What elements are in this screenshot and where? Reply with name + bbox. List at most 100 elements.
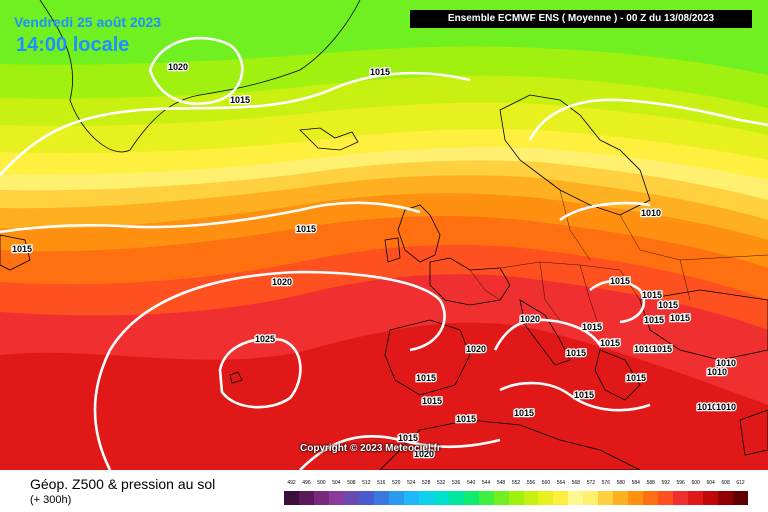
scale-swatch [284,491,299,505]
scale-swatch [553,491,569,505]
legend-footer: Géop. Z500 & pression au sol (+ 300h) 49… [0,470,768,512]
forecast-date: Vendredi 25 août 2023 [14,14,162,30]
scale-tick-label: 508 [347,480,356,486]
isobar-label: 1020 [520,314,540,324]
scale-tick-label: 532 [437,480,446,486]
forecast-map: 1020 1015 1015 1015 1015 1020 1025 1020 1020 1015… [0,0,768,470]
scale-swatch [388,491,404,505]
scale-tick-label: 528 [422,480,431,486]
legend-title: Géop. Z500 & pression au sol [30,476,216,492]
scale-tick-label: 500 [317,480,326,486]
scale-swatch [373,491,389,505]
isobar-label: 1015 [566,348,586,358]
model-header: Ensemble ECMWF ENS ( Moyenne ) - 00 Z du… [410,10,752,28]
scale-swatch [583,491,599,505]
scale-swatch [463,491,479,505]
isobar-label: 1015 [422,396,442,406]
isobar-label: 1015 [370,67,390,77]
isobar-label: 1015 [642,290,662,300]
isobar-label: 1015 [644,315,664,325]
color-scale-ticks: 492 496 500 504 508 512 516 520 524 528 532 536 540 5… [284,480,748,490]
isobar-label: 1020 [272,277,292,287]
isobar-label: 1010 [641,208,661,218]
isobar-label: 1010 [707,367,727,377]
scale-swatch [703,491,719,505]
scale-swatch [733,491,749,505]
scale-tick-label: 564 [556,480,566,486]
scale-swatch [643,491,659,505]
scale-swatch [508,491,524,505]
isobar-label: 1015 [230,95,250,105]
scale-tick-label: 552 [511,480,521,486]
scale-tick-label: 520 [392,480,401,486]
scale-swatch [688,491,704,505]
scale-swatch [523,491,539,505]
isobar-label: 1015 [670,313,690,323]
isobar-label: 1020 [466,344,486,354]
scale-tick-label: 504 [332,480,341,486]
isobar-label: 1020 [168,62,188,72]
scale-tick-label: 592 [661,480,670,486]
scale-swatch [658,491,674,505]
isobar-label: 1015 [12,244,32,254]
isobar-label: 1010 [634,344,654,354]
isobar-label: 1020 [414,449,434,459]
map-canvas: 1020101510151015101510201025102010201015… [0,0,768,470]
scale-swatch [478,491,494,505]
scale-tick-label: 608 [721,480,730,486]
scale-tick-label: 512 [362,480,371,486]
scale-swatch [358,491,374,505]
color-scale-bar [284,491,749,505]
scale-swatch [298,491,314,505]
isobar-label: 1015 [658,300,678,310]
scale-swatch [598,491,614,505]
scale-tick-label: 588 [646,480,655,486]
isobar-label: 1010 [716,358,736,368]
isobar-lines [0,36,768,470]
scale-tick-label: 572 [586,480,596,486]
isobar-label: 1025 [255,334,275,344]
scale-tick-label: 596 [676,480,685,486]
copyright-notice: Copyright © 2023 Meteociel.fr [300,443,441,454]
scale-swatch [418,491,434,505]
isobar-label: 1015 [456,414,476,424]
scale-swatch [673,491,689,505]
scale-tick-label: 536 [451,480,461,486]
isobar-label: 1015 [610,276,630,286]
isobar-label: 1015 [582,322,602,332]
scale-tick-label: 560 [541,480,551,486]
isobar-labels: 1020101510151015101510201025102010201015… [11,61,738,461]
scale-tick-label: 568 [571,480,581,486]
coastlines [0,0,768,470]
scale-tick-label: 516 [377,480,386,486]
forecast-lead-time: (+ 300h) [30,494,72,506]
color-scale: 492 496 500 504 508 512 516 520 524 528 532 536 540 5… [284,480,749,505]
scale-swatch [568,491,584,505]
scale-tick-label: 548 [496,480,506,486]
scale-tick-label: 600 [691,480,700,486]
isobar-label: 1015 [398,433,418,443]
scale-tick-label: 544 [481,480,491,486]
scale-tick-label: 524 [407,480,416,486]
scale-swatch [403,491,419,505]
scale-tick-label: 556 [526,480,536,486]
isobar-label: 1010 [716,402,736,412]
scale-swatch [343,491,359,505]
isobar-label: 1015 [574,390,594,400]
scale-swatch [433,491,449,505]
scale-swatch [328,491,344,505]
scale-tick-label: 496 [302,480,311,486]
scale-swatch [313,491,329,505]
scale-swatch [613,491,629,505]
scale-swatch [538,491,554,505]
scale-tick-label: 576 [601,480,610,486]
borders [469,189,768,331]
isobar-label: 1010 [697,402,717,412]
scale-tick-label: 612 [736,480,745,486]
isobar-label: 1015 [652,344,672,354]
scale-tick-label: 584 [631,480,640,486]
isobar-label: 1015 [626,373,646,383]
isobar-label: 1015 [600,338,620,348]
scale-tick-label: 580 [616,480,625,486]
scale-swatch [718,491,734,505]
